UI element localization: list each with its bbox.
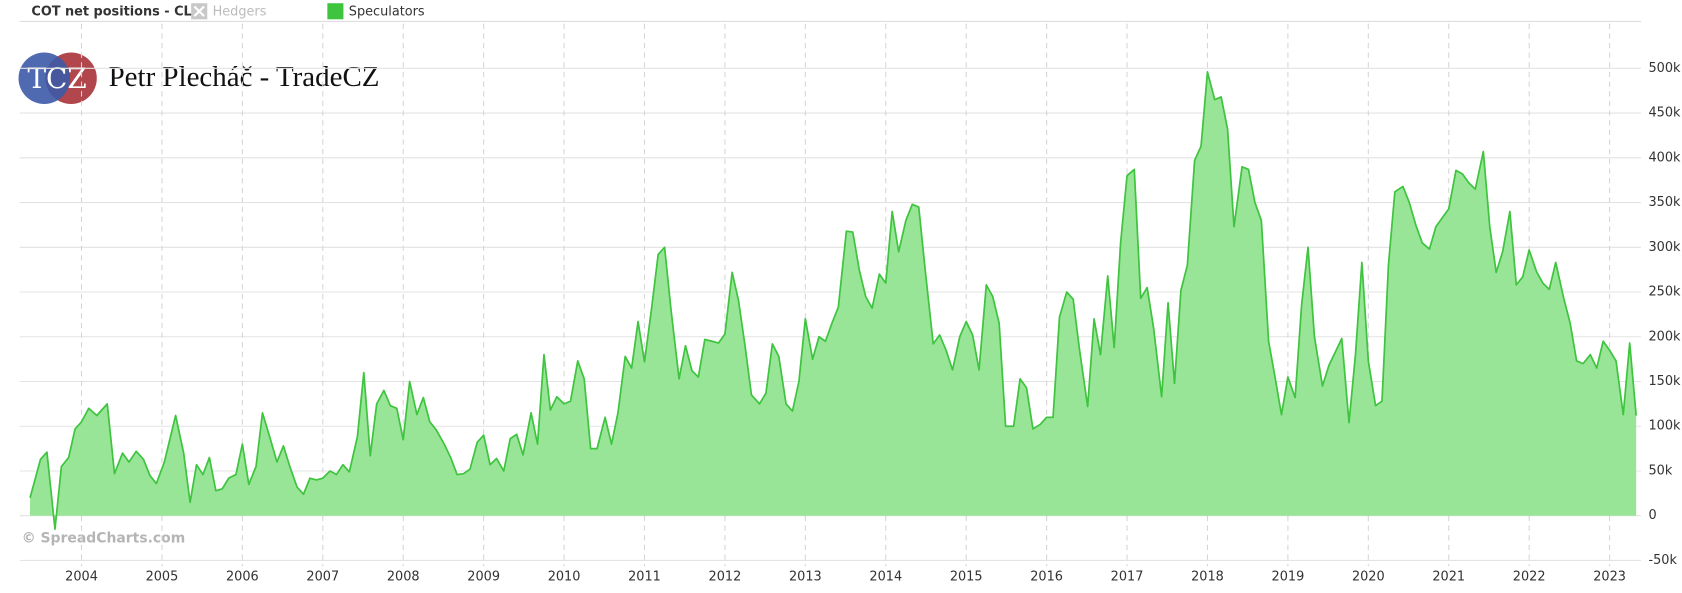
x-tick-label: 2018: [1191, 569, 1224, 584]
x-tick-label: 2005: [146, 569, 179, 584]
y-tick-label: -50k: [1648, 553, 1677, 568]
x-tick-label: 2008: [387, 569, 420, 584]
watermark: © SpreadCharts.com: [22, 530, 186, 546]
line: [29, 71, 1637, 531]
legend-item[interactable]: Speculators: [327, 3, 425, 20]
x-tick-label: 2010: [548, 569, 581, 584]
y-tick-label: 450k: [1648, 106, 1681, 121]
y-tick-label: 50k: [1648, 463, 1672, 478]
x-tick-label: 2016: [1030, 569, 1063, 584]
legend-item[interactable]: Hedgers: [191, 3, 267, 20]
x-tick-label: 2014: [869, 569, 902, 584]
legend-swatch: [327, 3, 344, 20]
x-tick-label: 2015: [950, 569, 983, 584]
x-tick-label: 2019: [1272, 569, 1305, 584]
x-tick-label: 2004: [65, 569, 98, 584]
x-tick-label: 2020: [1352, 569, 1385, 584]
x-tick-label: 2007: [306, 569, 339, 584]
logo-circle: [18, 52, 70, 105]
y-tick-label: 300k: [1648, 240, 1681, 255]
x-tick-label: 2006: [226, 569, 259, 584]
x-tick-label: 2011: [628, 569, 661, 584]
logo: TCZ: [18, 52, 97, 105]
y-tick-label: 200k: [1648, 329, 1681, 344]
x-tick-label: 2013: [789, 569, 822, 584]
area: [30, 71, 1637, 530]
legend-label: Speculators: [349, 4, 425, 19]
author: Petr Plecháč - TradeCZ: [109, 61, 380, 93]
y-tick-label: 150k: [1648, 374, 1681, 389]
x-tick-label: 2022: [1513, 569, 1546, 584]
legend-label: Hedgers: [213, 4, 267, 19]
chart-title: COT net positions - CL:: [31, 4, 196, 19]
x-tick-label: 2012: [709, 569, 742, 584]
x-tick-label: 2023: [1593, 569, 1626, 584]
y-tick-label: 100k: [1648, 419, 1681, 434]
y-tick-label: 500k: [1648, 61, 1681, 76]
y-tick-label: 350k: [1648, 195, 1681, 210]
legend-x: [193, 5, 205, 17]
x-tick-label: 2017: [1111, 569, 1144, 584]
x-tick-label: 2009: [467, 569, 500, 584]
logo-text: TCZ: [27, 62, 86, 95]
x-tick-label: 2021: [1432, 569, 1465, 584]
y-tick-label: 400k: [1648, 150, 1681, 165]
y-tick-label: 250k: [1648, 285, 1681, 300]
y-tick-label: 0: [1648, 508, 1656, 523]
